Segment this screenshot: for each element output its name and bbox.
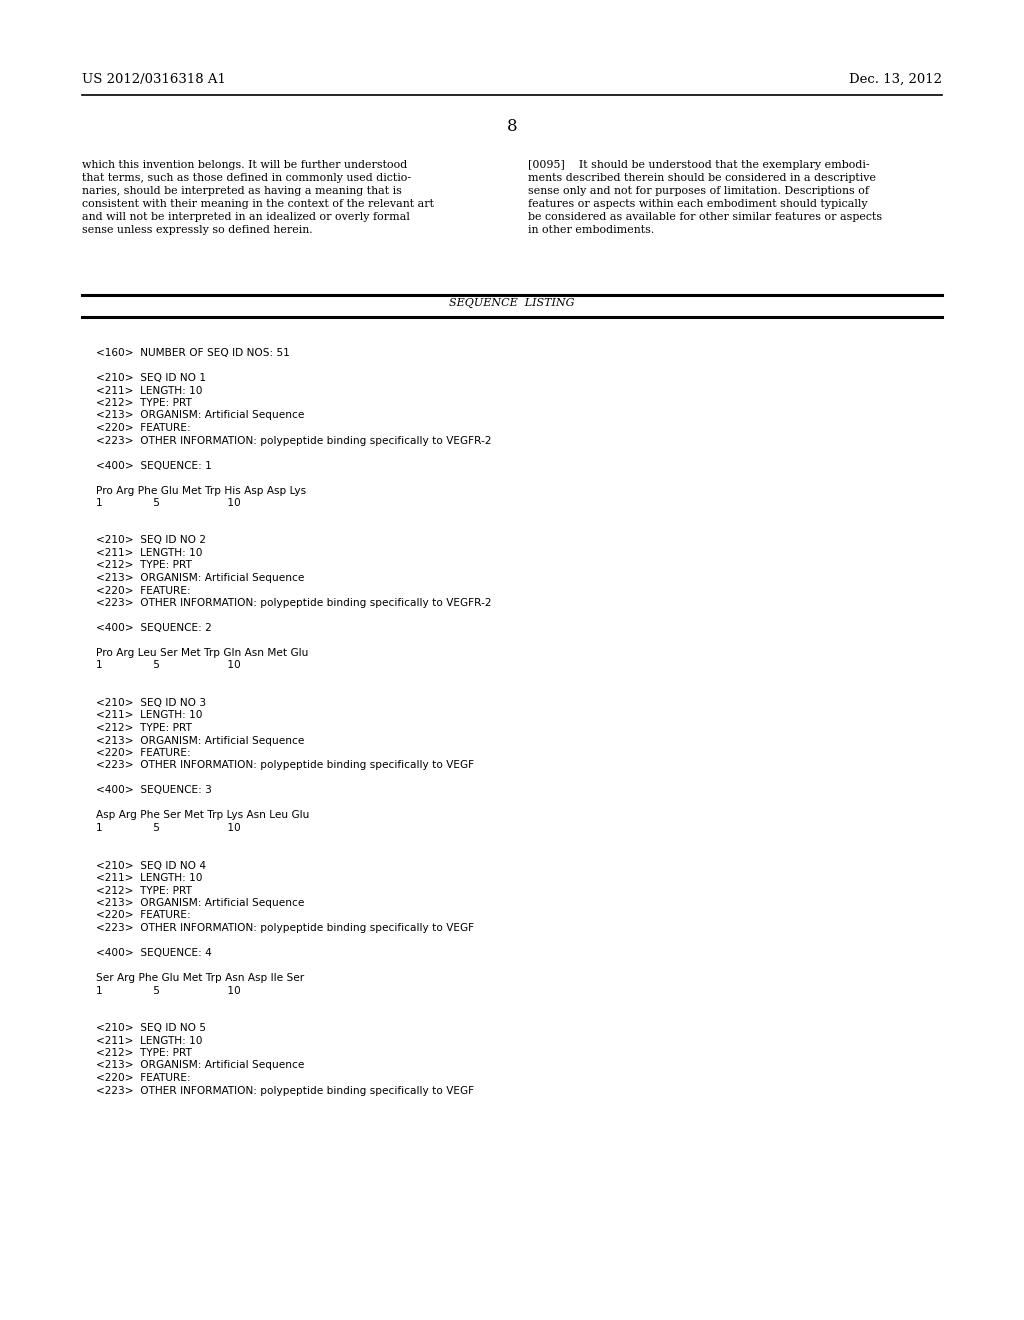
Text: features or aspects within each embodiment should typically: features or aspects within each embodime… — [528, 199, 867, 209]
Text: naries, should be interpreted as having a meaning that is: naries, should be interpreted as having … — [82, 186, 401, 195]
Text: <220>  FEATURE:: <220> FEATURE: — [96, 586, 190, 595]
Text: <212>  TYPE: PRT: <212> TYPE: PRT — [96, 886, 191, 895]
Text: <211>  LENGTH: 10: <211> LENGTH: 10 — [96, 710, 203, 721]
Text: which this invention belongs. It will be further understood: which this invention belongs. It will be… — [82, 160, 408, 170]
Text: 8: 8 — [507, 117, 517, 135]
Text: <400>  SEQUENCE: 3: <400> SEQUENCE: 3 — [96, 785, 212, 796]
Text: 1               5                    10: 1 5 10 — [96, 498, 241, 508]
Text: <210>  SEQ ID NO 4: <210> SEQ ID NO 4 — [96, 861, 206, 870]
Text: sense only and not for purposes of limitation. Descriptions of: sense only and not for purposes of limit… — [528, 186, 869, 195]
Text: <220>  FEATURE:: <220> FEATURE: — [96, 422, 190, 433]
Text: <211>  LENGTH: 10: <211> LENGTH: 10 — [96, 548, 203, 558]
Text: <212>  TYPE: PRT: <212> TYPE: PRT — [96, 399, 191, 408]
Text: <211>  LENGTH: 10: <211> LENGTH: 10 — [96, 385, 203, 396]
Text: 1               5                    10: 1 5 10 — [96, 986, 241, 995]
Text: Pro Arg Leu Ser Met Trp Gln Asn Met Glu: Pro Arg Leu Ser Met Trp Gln Asn Met Glu — [96, 648, 308, 657]
Text: <210>  SEQ ID NO 1: <210> SEQ ID NO 1 — [96, 374, 206, 383]
Text: <223>  OTHER INFORMATION: polypeptide binding specifically to VEGF: <223> OTHER INFORMATION: polypeptide bin… — [96, 1085, 474, 1096]
Text: [0095]    It should be understood that the exemplary embodi-: [0095] It should be understood that the … — [528, 160, 869, 170]
Text: <220>  FEATURE:: <220> FEATURE: — [96, 748, 190, 758]
Text: be considered as available for other similar features or aspects: be considered as available for other sim… — [528, 213, 882, 222]
Text: <223>  OTHER INFORMATION: polypeptide binding specifically to VEGF: <223> OTHER INFORMATION: polypeptide bin… — [96, 760, 474, 771]
Text: <400>  SEQUENCE: 2: <400> SEQUENCE: 2 — [96, 623, 212, 634]
Text: <400>  SEQUENCE: 4: <400> SEQUENCE: 4 — [96, 948, 212, 958]
Text: <212>  TYPE: PRT: <212> TYPE: PRT — [96, 723, 191, 733]
Text: US 2012/0316318 A1: US 2012/0316318 A1 — [82, 73, 226, 86]
Text: <211>  LENGTH: 10: <211> LENGTH: 10 — [96, 1035, 203, 1045]
Text: sense unless expressly so defined herein.: sense unless expressly so defined herein… — [82, 224, 312, 235]
Text: SEQUENCE  LISTING: SEQUENCE LISTING — [450, 298, 574, 308]
Text: and will not be interpreted in an idealized or overly formal: and will not be interpreted in an ideali… — [82, 213, 410, 222]
Text: ments described therein should be considered in a descriptive: ments described therein should be consid… — [528, 173, 876, 183]
Text: that terms, such as those defined in commonly used dictio-: that terms, such as those defined in com… — [82, 173, 411, 183]
Text: <213>  ORGANISM: Artificial Sequence: <213> ORGANISM: Artificial Sequence — [96, 1060, 304, 1071]
Text: Dec. 13, 2012: Dec. 13, 2012 — [849, 73, 942, 86]
Text: <210>  SEQ ID NO 3: <210> SEQ ID NO 3 — [96, 698, 206, 708]
Text: <223>  OTHER INFORMATION: polypeptide binding specifically to VEGF: <223> OTHER INFORMATION: polypeptide bin… — [96, 923, 474, 933]
Text: in other embodiments.: in other embodiments. — [528, 224, 654, 235]
Text: <223>  OTHER INFORMATION: polypeptide binding specifically to VEGFR-2: <223> OTHER INFORMATION: polypeptide bin… — [96, 598, 492, 609]
Text: 1               5                    10: 1 5 10 — [96, 660, 241, 671]
Text: <212>  TYPE: PRT: <212> TYPE: PRT — [96, 1048, 191, 1059]
Text: Pro Arg Phe Glu Met Trp His Asp Asp Lys: Pro Arg Phe Glu Met Trp His Asp Asp Lys — [96, 486, 306, 495]
Text: <210>  SEQ ID NO 5: <210> SEQ ID NO 5 — [96, 1023, 206, 1034]
Text: Ser Arg Phe Glu Met Trp Asn Asp Ile Ser: Ser Arg Phe Glu Met Trp Asn Asp Ile Ser — [96, 973, 304, 983]
Text: <210>  SEQ ID NO 2: <210> SEQ ID NO 2 — [96, 536, 206, 545]
Text: <213>  ORGANISM: Artificial Sequence: <213> ORGANISM: Artificial Sequence — [96, 573, 304, 583]
Text: <211>  LENGTH: 10: <211> LENGTH: 10 — [96, 873, 203, 883]
Text: <223>  OTHER INFORMATION: polypeptide binding specifically to VEGFR-2: <223> OTHER INFORMATION: polypeptide bin… — [96, 436, 492, 446]
Text: <220>  FEATURE:: <220> FEATURE: — [96, 1073, 190, 1082]
Text: <220>  FEATURE:: <220> FEATURE: — [96, 911, 190, 920]
Text: <213>  ORGANISM: Artificial Sequence: <213> ORGANISM: Artificial Sequence — [96, 735, 304, 746]
Text: <212>  TYPE: PRT: <212> TYPE: PRT — [96, 561, 191, 570]
Text: <213>  ORGANISM: Artificial Sequence: <213> ORGANISM: Artificial Sequence — [96, 898, 304, 908]
Text: Asp Arg Phe Ser Met Trp Lys Asn Leu Glu: Asp Arg Phe Ser Met Trp Lys Asn Leu Glu — [96, 810, 309, 821]
Text: <400>  SEQUENCE: 1: <400> SEQUENCE: 1 — [96, 461, 212, 470]
Text: consistent with their meaning in the context of the relevant art: consistent with their meaning in the con… — [82, 199, 434, 209]
Text: <213>  ORGANISM: Artificial Sequence: <213> ORGANISM: Artificial Sequence — [96, 411, 304, 421]
Text: 1               5                    10: 1 5 10 — [96, 822, 241, 833]
Text: <160>  NUMBER OF SEQ ID NOS: 51: <160> NUMBER OF SEQ ID NOS: 51 — [96, 348, 290, 358]
